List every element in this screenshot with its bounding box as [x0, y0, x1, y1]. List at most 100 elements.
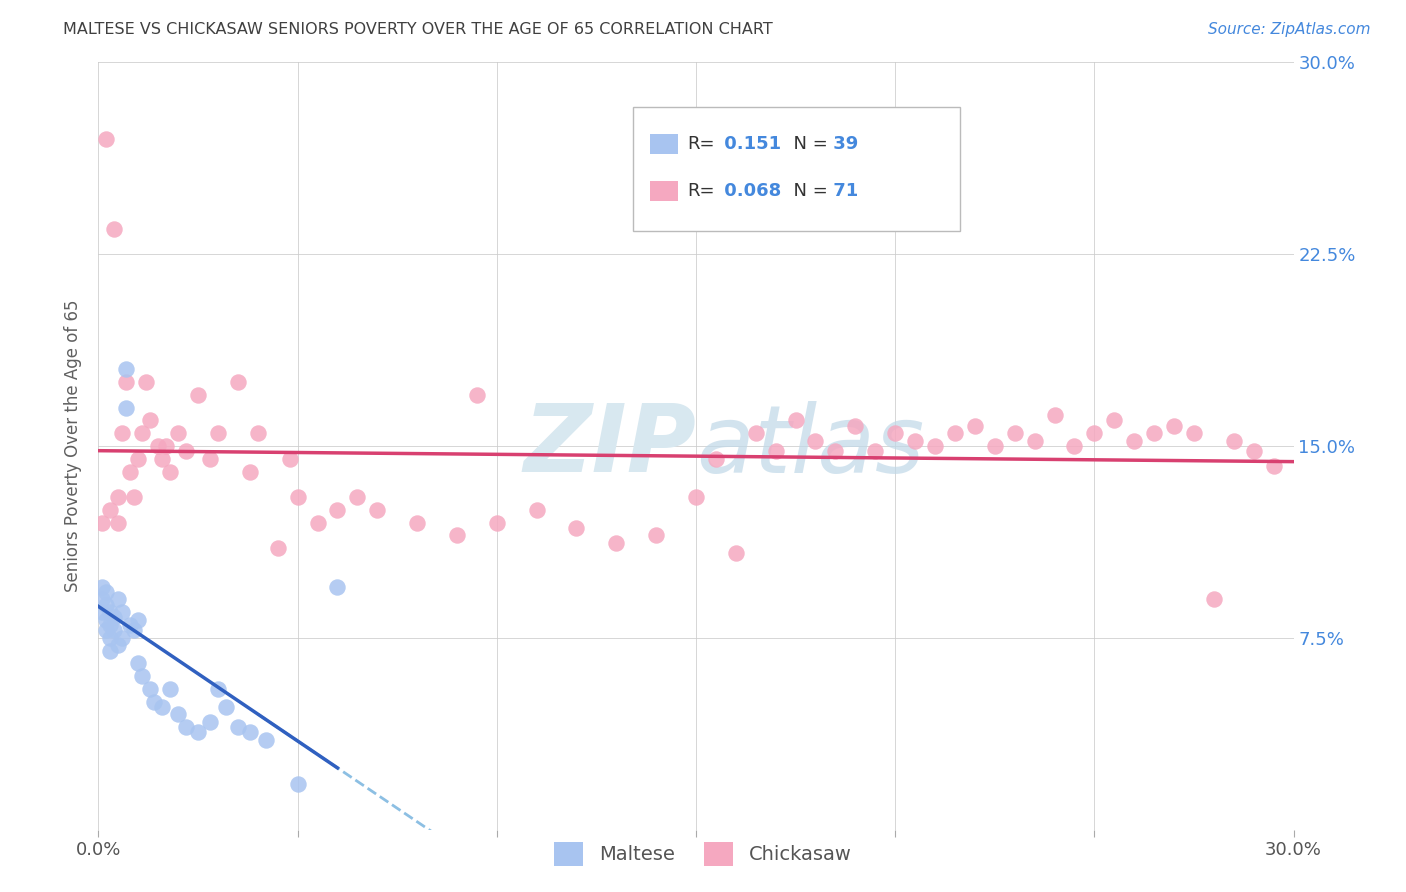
Point — [865, 444, 887, 458]
Point — [98, 503, 122, 517]
Point — [346, 490, 368, 504]
Point — [307, 516, 329, 530]
Point — [844, 418, 866, 433]
Point — [96, 584, 118, 599]
Point — [287, 776, 309, 790]
Point — [226, 375, 249, 389]
Point — [174, 444, 197, 458]
Point — [943, 426, 966, 441]
Point — [115, 375, 138, 389]
Point — [267, 541, 290, 556]
Point — [91, 605, 114, 619]
Point — [366, 503, 388, 517]
Point — [1123, 434, 1146, 448]
Point — [485, 516, 508, 530]
Point — [326, 580, 349, 594]
Point — [1024, 434, 1046, 448]
Point — [124, 490, 146, 504]
Point — [287, 490, 309, 504]
Point — [120, 465, 142, 479]
Point — [1063, 439, 1085, 453]
Point — [127, 657, 149, 671]
Point — [1004, 426, 1026, 441]
Point — [103, 610, 125, 624]
Point — [924, 439, 946, 453]
Point — [167, 707, 190, 722]
Point — [465, 388, 488, 402]
Point — [115, 401, 138, 415]
Point — [107, 490, 129, 504]
Point — [155, 439, 177, 453]
Point — [131, 669, 153, 683]
Point — [1104, 413, 1126, 427]
Point — [904, 434, 927, 448]
Point — [605, 536, 627, 550]
Text: R=: R= — [688, 135, 714, 153]
Point — [174, 720, 197, 734]
Y-axis label: Seniors Poverty Over the Age of 65: Seniors Poverty Over the Age of 65 — [65, 300, 83, 592]
Point — [91, 592, 114, 607]
Point — [526, 503, 548, 517]
Point — [150, 451, 173, 466]
Point — [98, 605, 122, 619]
Text: N =: N = — [782, 135, 828, 153]
Point — [704, 451, 727, 466]
Point — [159, 465, 181, 479]
Text: N =: N = — [782, 182, 828, 200]
Point — [246, 426, 269, 441]
Point — [1202, 592, 1225, 607]
Point — [143, 695, 166, 709]
Point — [96, 132, 118, 146]
Point — [107, 639, 129, 653]
Text: 39: 39 — [827, 135, 859, 153]
Point — [124, 623, 146, 637]
Point — [724, 546, 747, 560]
Point — [198, 715, 221, 730]
Point — [207, 426, 229, 441]
Point — [1182, 426, 1205, 441]
Point — [159, 681, 181, 696]
Point — [645, 528, 668, 542]
Point — [207, 681, 229, 696]
Point — [239, 725, 262, 739]
Point — [135, 375, 157, 389]
Point — [226, 720, 249, 734]
Point — [103, 623, 125, 637]
Point — [565, 521, 588, 535]
Point — [254, 733, 277, 747]
Point — [115, 362, 138, 376]
Point — [96, 623, 118, 637]
Point — [884, 426, 907, 441]
Text: 71: 71 — [827, 182, 859, 200]
Point — [198, 451, 221, 466]
Point — [804, 434, 827, 448]
Point — [446, 528, 468, 542]
Point — [1263, 459, 1285, 474]
Text: R=: R= — [688, 182, 714, 200]
Point — [1223, 434, 1246, 448]
Point — [98, 618, 122, 632]
Point — [98, 643, 122, 657]
Point — [963, 418, 986, 433]
Point — [107, 592, 129, 607]
Point — [127, 613, 149, 627]
Point — [984, 439, 1007, 453]
Point — [1163, 418, 1185, 433]
Point — [406, 516, 429, 530]
Point — [139, 413, 162, 427]
Point — [91, 516, 114, 530]
Point — [131, 426, 153, 441]
Point — [1043, 409, 1066, 423]
Point — [120, 618, 142, 632]
Point — [745, 426, 768, 441]
Point — [326, 503, 349, 517]
Point — [103, 221, 125, 235]
Point — [150, 699, 173, 714]
Point — [111, 631, 134, 645]
Text: MALTESE VS CHICKASAW SENIORS POVERTY OVER THE AGE OF 65 CORRELATION CHART: MALTESE VS CHICKASAW SENIORS POVERTY OVE… — [63, 22, 773, 37]
Point — [127, 451, 149, 466]
Point — [98, 631, 122, 645]
Point — [785, 413, 807, 427]
Point — [148, 439, 170, 453]
Point — [278, 451, 301, 466]
